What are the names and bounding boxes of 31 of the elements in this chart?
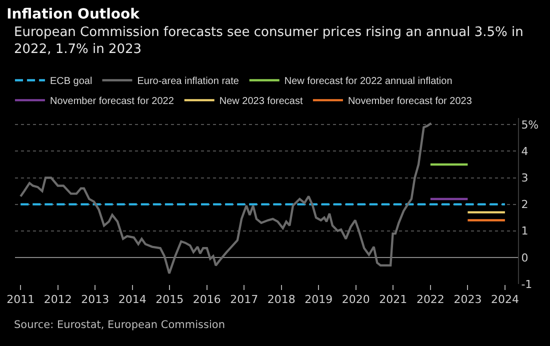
chart-title: Inflation Outlook xyxy=(6,6,140,22)
legend-label: ECB goal xyxy=(50,76,92,88)
legend-label: Euro-area inflation rate xyxy=(137,76,240,88)
x-tick-label: 2013 xyxy=(81,293,110,306)
x-tick-label: 2018 xyxy=(267,293,296,306)
x-tick-label: 2011 xyxy=(6,293,35,306)
chart-subtitle: European Commission forecasts see consumer prices rising an annual 3.5% in 2022, 1.7% in 2023 xyxy=(14,25,524,57)
line-series xyxy=(19,122,432,274)
x-tick-label: 2015 xyxy=(156,293,184,306)
x-tick-label: 2019 xyxy=(304,293,333,306)
legend-label: New forecast for 2022 annual inflation xyxy=(284,76,452,88)
y-tick-label: 3 xyxy=(521,172,528,185)
y-tick-label: 0 xyxy=(521,251,528,264)
x-tick-label: 2016 xyxy=(192,293,221,306)
x-tick-label: 2014 xyxy=(118,293,146,306)
source-note: Source: Eurostat, European Commission xyxy=(14,319,225,331)
y-tick-label: 1 xyxy=(521,224,528,238)
y-tick-label: -1 xyxy=(521,278,532,291)
x-tick-label: 2022 xyxy=(416,293,444,306)
x-tick-label: 2017 xyxy=(230,293,258,306)
x-tick-label: 2024 xyxy=(490,293,519,306)
x-tick-label: 2020 xyxy=(342,293,370,306)
legend-label: November forecast for 2023 xyxy=(348,96,472,108)
x-tick-label: 2023 xyxy=(454,293,482,306)
y-tick-label: 5% xyxy=(521,118,539,132)
legend-label: New 2023 forecast xyxy=(219,96,303,108)
x-tick-label: 2012 xyxy=(44,293,72,306)
x-tick-label: 2021 xyxy=(379,293,408,306)
y-tick-label: 4 xyxy=(521,145,528,158)
y-tick-label: 2 xyxy=(521,198,528,212)
legend-label: November forecast for 2022 xyxy=(50,96,174,108)
